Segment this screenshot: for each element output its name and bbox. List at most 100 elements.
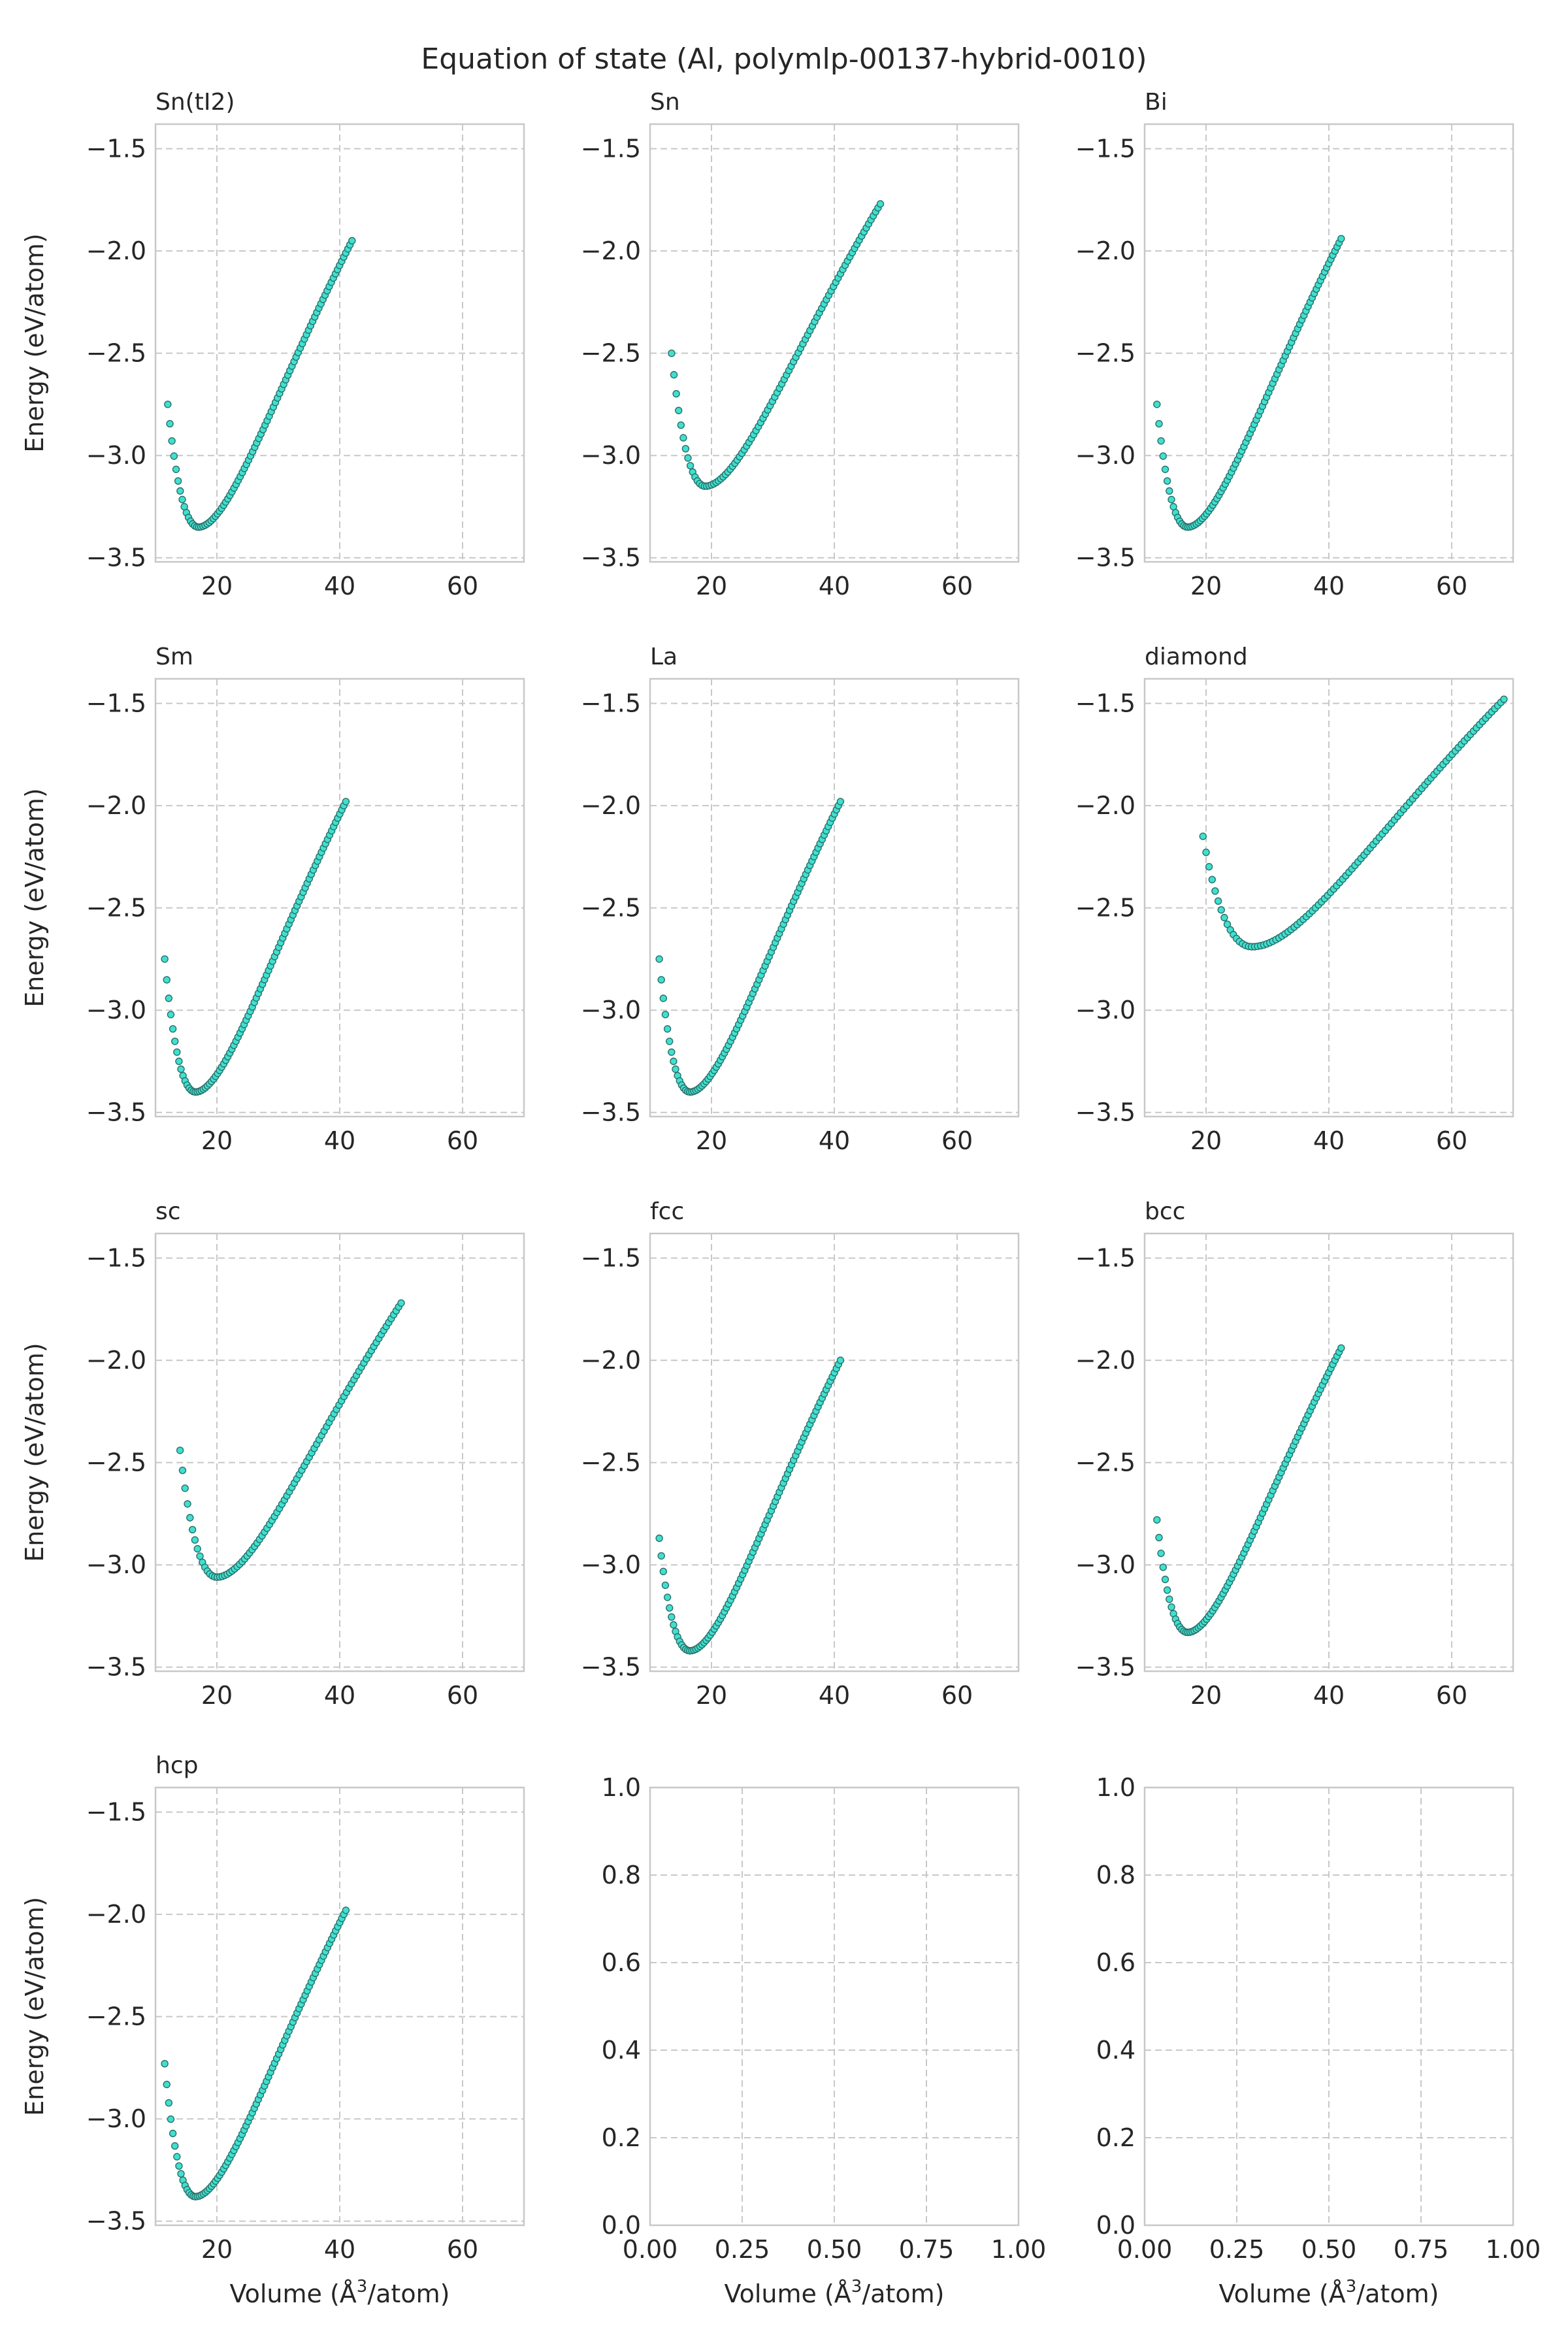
- x-tick-label: 40: [819, 1126, 850, 1155]
- data-point: [171, 1037, 179, 1045]
- x-tick-label: 40: [1313, 1126, 1345, 1155]
- x-tick-label: 60: [1436, 1126, 1467, 1155]
- data-point: [163, 975, 171, 984]
- data-point: [1159, 452, 1168, 460]
- data-point: [1199, 832, 1207, 840]
- y-tick-label: −2.5: [86, 2002, 146, 2031]
- data-point: [170, 452, 178, 460]
- data-point: [1155, 419, 1163, 428]
- y-tick-label: 0.8: [1096, 1861, 1135, 1889]
- y-axis-label: Energy (eV/atom): [20, 1343, 49, 1561]
- data-point: [1214, 897, 1222, 905]
- figure-title: Equation of state (Al, polymlp-00137-hyb…: [421, 42, 1147, 76]
- x-tick-label: 1.00: [991, 2235, 1047, 2264]
- data-point: [165, 2099, 172, 2107]
- panel-title: hcp: [155, 1752, 198, 1779]
- data-point: [175, 1057, 183, 1066]
- x-tick-label: 40: [324, 572, 355, 600]
- panel-title: Sn(tI2): [155, 89, 235, 116]
- data-point: [174, 477, 182, 485]
- data-point: [665, 1604, 674, 1612]
- x-tick-label: 40: [819, 1681, 850, 1710]
- y-tick-label: −3.5: [1075, 1098, 1135, 1127]
- data-point: [178, 495, 186, 504]
- data-point: [173, 1048, 181, 1056]
- y-tick-label: −3.0: [1075, 441, 1135, 470]
- data-point: [1208, 875, 1217, 884]
- eos-panel-sn-ti2: 20 40 60 −3.5 −3.0 −2.5 −2.0 −1.5 Sn(tI2) Energy …: [20, 89, 525, 600]
- y-tick-label: −2.5: [86, 1448, 146, 1477]
- x-tick-label: 0.00: [623, 2235, 678, 2264]
- x-axis-label-unit: Å: [834, 2279, 851, 2308]
- data-point: [663, 1025, 672, 1033]
- data-point: [171, 2142, 179, 2150]
- data-point: [679, 434, 687, 442]
- x-tick-label: 60: [941, 1681, 973, 1710]
- axes-frame: [1143, 1232, 1514, 1673]
- data-point: [342, 1906, 350, 1914]
- data-point: [163, 2080, 171, 2089]
- data-point: [668, 350, 676, 357]
- x-axis-label-suffix: /atom): [1356, 2279, 1439, 2308]
- x-axis-label-prefix: Volume (: [725, 2279, 834, 2308]
- data-point: [191, 1536, 199, 1544]
- data-point: [659, 1567, 667, 1576]
- data-point: [168, 437, 176, 445]
- x-tick-label: 0.25: [1209, 2235, 1265, 2264]
- data-point: [169, 1025, 177, 1033]
- data-point: [661, 1581, 670, 1590]
- scatter-points: [668, 200, 885, 490]
- axes-frame: [154, 123, 525, 563]
- y-tick-label: −2.5: [1075, 1448, 1135, 1477]
- y-tick-label: 0.4: [602, 2036, 641, 2065]
- y-tick-label: −2.5: [581, 894, 641, 923]
- x-tick-label: 0.25: [715, 2235, 770, 2264]
- y-axis-label: Energy (eV/atom): [20, 233, 49, 452]
- data-point: [836, 798, 845, 806]
- data-point: [164, 400, 172, 408]
- x-tick-label: 20: [1190, 1681, 1222, 1710]
- data-point: [668, 1613, 676, 1621]
- y-tick-label: −2.5: [1075, 894, 1135, 923]
- scatter-points: [161, 1906, 350, 2200]
- scatter-points: [655, 798, 845, 1096]
- data-point: [186, 1514, 194, 1522]
- data-point: [1157, 1549, 1165, 1558]
- data-point: [1168, 1603, 1175, 1611]
- scatter-points: [1199, 695, 1508, 951]
- y-tick-label: −1.5: [86, 1244, 146, 1273]
- data-point: [1157, 437, 1165, 445]
- y-tick-label: −2.5: [86, 894, 146, 923]
- x-axis-label-exponent: 3: [357, 2277, 368, 2296]
- y-tick-label: −2.5: [581, 1448, 641, 1477]
- panel-title: Sn: [650, 89, 680, 116]
- data-point: [1159, 1563, 1168, 1571]
- x-tick-label: 20: [696, 1126, 727, 1155]
- data-point: [686, 462, 694, 470]
- data-point: [166, 419, 174, 428]
- data-point: [1163, 1586, 1171, 1594]
- x-tick-label: 0.50: [1301, 2235, 1357, 2264]
- x-tick-label: 20: [1190, 1126, 1222, 1155]
- x-axis-label: Volume (Å3/atom): [725, 2277, 945, 2308]
- x-axis-label: Volume (Å3/atom): [1219, 2277, 1439, 2308]
- data-point: [167, 1011, 175, 1019]
- y-tick-label: −1.5: [1075, 135, 1135, 163]
- data-point: [674, 406, 683, 414]
- y-tick-label: −2.5: [581, 339, 641, 368]
- x-tick-label: 20: [201, 1681, 233, 1710]
- x-tick-label: 40: [1313, 572, 1345, 600]
- data-point: [1202, 848, 1210, 857]
- data-point: [169, 2129, 177, 2138]
- data-point: [397, 1299, 405, 1307]
- data-point: [876, 200, 885, 208]
- y-tick-label: 0.2: [602, 2123, 641, 2152]
- data-point: [167, 2115, 175, 2123]
- y-tick-label: −3.0: [581, 441, 641, 470]
- data-point: [657, 1552, 665, 1560]
- data-point: [1220, 913, 1228, 922]
- data-point: [655, 1534, 663, 1543]
- y-tick-label: −3.5: [86, 1098, 146, 1127]
- eos-panel-empty-10: 0.00 0.25 0.50 0.75 1.00 0.0 0.2 0.4 0.6 0.8 1.0 Vo…: [602, 1773, 1047, 2308]
